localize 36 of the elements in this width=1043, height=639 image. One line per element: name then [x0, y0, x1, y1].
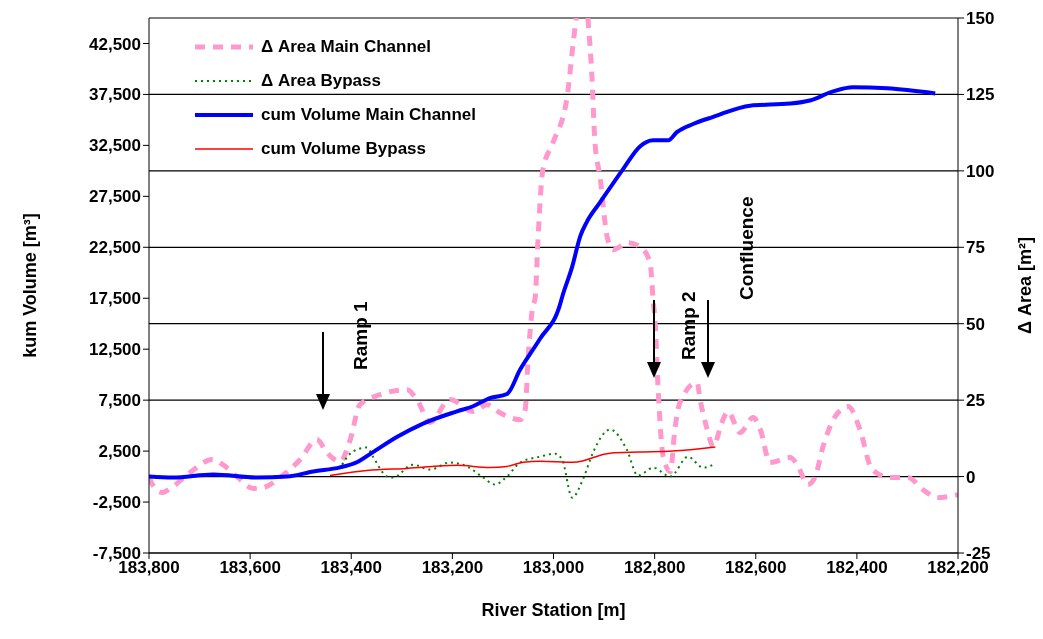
legend-label: Δ Area Bypass: [261, 70, 381, 92]
y-tick-label: 17,500: [89, 289, 141, 309]
annotation: Ramp 2: [678, 291, 699, 360]
legend-label: cum Volume Main Channel: [261, 104, 477, 126]
x-tick-label: 183,400: [320, 558, 382, 578]
y2-tick-label: 0: [966, 467, 976, 487]
x-tick-label: 182,400: [826, 558, 888, 578]
y-tick-label: 27,500: [89, 187, 141, 207]
annotation: Confluence: [736, 196, 757, 300]
y-axis-title: kum Volume [m³]: [20, 213, 41, 358]
x-axis-title: River Station [m]: [481, 600, 626, 620]
y2-tick-label: 25: [966, 391, 985, 411]
x-tick-label: 182,600: [725, 558, 787, 578]
y2-tick-label: 50: [966, 314, 985, 334]
y-tick-label: 7,500: [98, 391, 141, 411]
y-tick-label: 12,500: [89, 340, 141, 360]
y-tick-label: 2,500: [98, 442, 141, 462]
y2-axis-title: Δ Area [m²]: [1015, 237, 1036, 334]
legend-label: Δ Area Main Channel: [261, 36, 431, 58]
y-tick-label: 22,500: [89, 238, 141, 258]
line-series: [329, 446, 717, 477]
legend-label: cum Volume Bypass: [261, 138, 427, 160]
y2-tick-label: 75: [966, 238, 985, 258]
y2-tick-label: 150: [966, 9, 995, 29]
y-tick-label: 42,500: [89, 34, 141, 54]
y2-tick-label: 100: [966, 161, 995, 181]
y-tick-label: 32,500: [89, 136, 141, 156]
x-tick-label: 183,600: [219, 558, 281, 578]
annotation: Ramp 1: [350, 300, 371, 370]
x-tick-label: 182,800: [623, 558, 686, 578]
y2-tick-label: 125: [966, 85, 995, 105]
x-tick-label: 183,200: [421, 558, 484, 578]
x-tick-label: 183,000: [522, 558, 585, 578]
y-tick-label: -2,500: [92, 493, 141, 513]
y-tick-label: 37,500: [89, 85, 141, 105]
x-tick-label: 183,800: [118, 558, 180, 578]
